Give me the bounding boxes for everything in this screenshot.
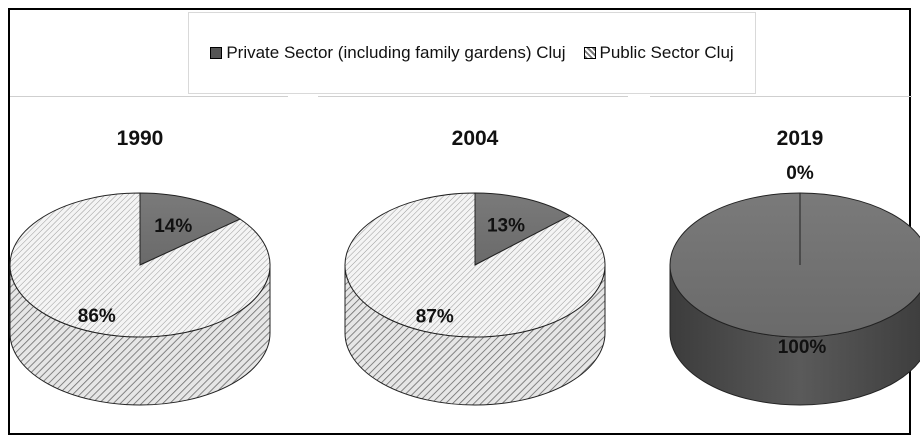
data-label-private: 14% [154, 216, 192, 237]
chart-title: 2004 [452, 127, 499, 150]
legend-swatch-public [583, 47, 596, 59]
pie-slice-private [474, 192, 571, 266]
data-label-public: 87% [416, 307, 454, 328]
panel-divider [10, 96, 288, 97]
pie-slice-public [344, 192, 606, 338]
legend-label-private: Private Sector (including family gardens… [226, 43, 566, 62]
data-label-private: 13% [487, 215, 525, 236]
legend-swatch-private [210, 47, 223, 59]
chart-title: 2019 [777, 127, 824, 150]
legend-item-private: Private Sector (including family gardens… [210, 43, 566, 63]
panel-divider [650, 96, 912, 97]
legend: Private Sector (including family gardens… [188, 12, 756, 94]
pie-slice-public [9, 192, 271, 338]
legend-label-public: Public Sector Cluj [599, 43, 734, 62]
chart-title: 1990 [117, 127, 164, 150]
panel-divider [318, 96, 628, 97]
legend-items: Private Sector (including family gardens… [189, 13, 755, 93]
pie-slice-private [669, 192, 920, 338]
data-label-private: 100% [778, 337, 827, 358]
data-label-public: 0% [786, 163, 814, 184]
legend-item-public: Public Sector Cluj [583, 43, 734, 63]
figure-frame [8, 8, 911, 435]
pie-slice-private [139, 192, 242, 266]
data-label-public: 86% [78, 306, 116, 327]
